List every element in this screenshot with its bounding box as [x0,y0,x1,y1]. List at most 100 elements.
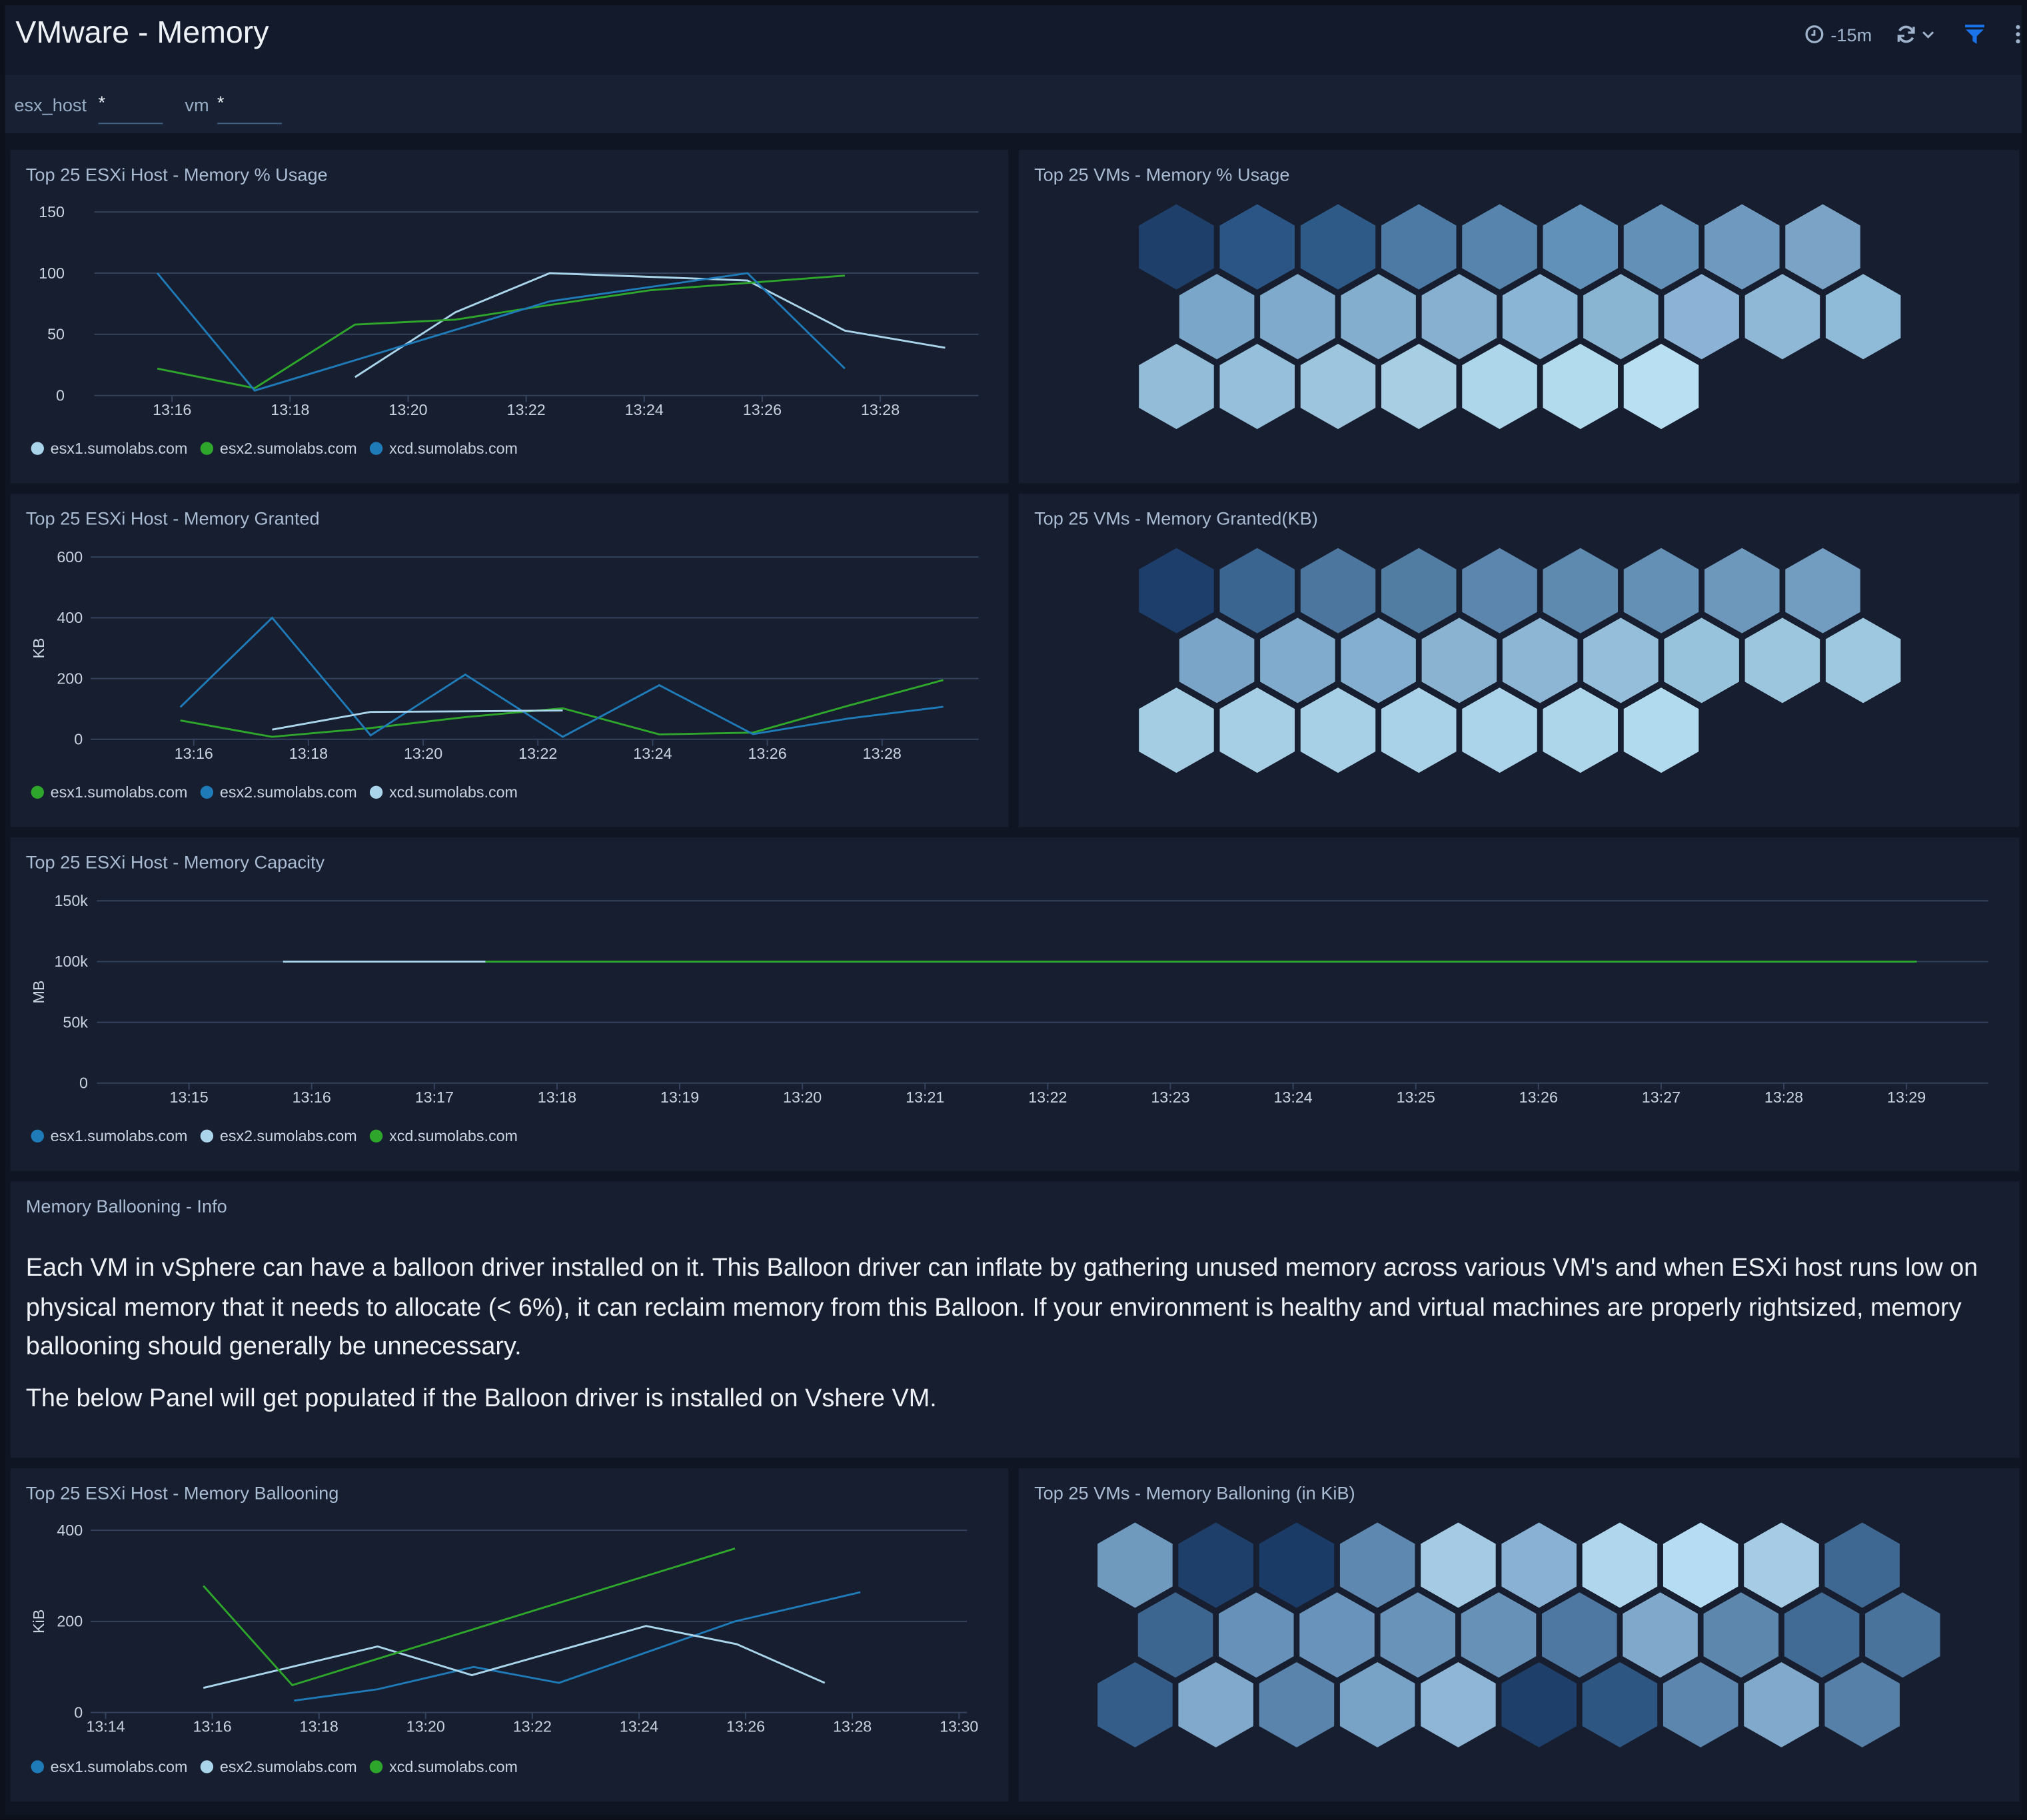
honeycomb-cell[interactable] [1744,274,1820,360]
series-line-esx2[interactable] [157,274,846,390]
honeycomb-cell[interactable] [1825,618,1901,703]
honeycomb-cell[interactable] [1664,618,1739,703]
legend-item[interactable]: esx1.sumolabs.com [31,1758,187,1776]
honeycomb-cell[interactable] [1300,687,1376,773]
honeycomb-cell[interactable] [1341,274,1416,360]
honeycomb-cell[interactable] [1785,204,1860,290]
honeycomb-cell[interactable] [1219,548,1295,634]
honeycomb-cell[interactable] [1824,1522,1900,1608]
legend-item[interactable]: esx2.sumolabs.com [200,783,357,801]
honeycomb-cell[interactable] [1784,1592,1860,1678]
honeycomb-cell[interactable] [1501,1522,1577,1608]
honeycomb-cell[interactable] [1623,687,1699,773]
honeycomb-cell[interactable] [1623,1592,1698,1678]
honeycomb-cell[interactable] [1179,274,1255,360]
honeycomb-cell[interactable] [1381,344,1457,430]
honeycomb-cell[interactable] [1260,618,1335,703]
honeycomb-cell[interactable] [1502,618,1578,703]
honeycomb-cell[interactable] [1178,1522,1253,1608]
legend-item[interactable]: xcd.sumolabs.com [370,440,518,458]
series-line-esx1[interactable] [180,679,944,738]
honeycomb-cell[interactable] [1543,687,1619,773]
filter-input-esx-host[interactable]: * [98,92,163,125]
honeycomb-cell[interactable] [1139,204,1214,290]
honeycomb-cell[interactable] [1501,1661,1577,1748]
honeycomb-cell[interactable] [1381,687,1457,773]
honeycomb-cell[interactable] [1583,618,1659,703]
honeycomb-cell[interactable] [1785,548,1860,634]
honeycomb-cell[interactable] [1543,344,1619,430]
time-range-picker[interactable]: -15m [1805,24,1872,45]
honeycomb-cell[interactable] [1381,548,1457,634]
honeycomb-cell[interactable] [1663,1522,1738,1608]
honeycomb-cell[interactable] [1339,1522,1415,1608]
series-line-esx2[interactable] [203,1625,826,1689]
honeycomb-cell[interactable] [1259,1522,1335,1608]
honeycomb-cell[interactable] [1421,1522,1496,1608]
honeycomb-cell[interactable] [1583,274,1659,360]
honeycomb-cell[interactable] [1097,1661,1173,1748]
honeycomb-cell[interactable] [1219,204,1295,290]
honeycomb-cell[interactable] [1259,1661,1335,1748]
honeycomb-cell[interactable] [1543,548,1619,634]
honeycomb-cell[interactable] [1543,204,1619,290]
honeycomb-cell[interactable] [1219,687,1295,773]
honeycomb-cell[interactable] [1260,274,1335,360]
legend-item[interactable]: esx2.sumolabs.com [200,440,357,458]
honeycomb-cell[interactable] [1825,274,1901,360]
honeycomb-cell[interactable] [1300,344,1376,430]
honeycomb-cell[interactable] [1502,274,1578,360]
honeycomb-cell[interactable] [1462,344,1537,430]
honeycomb-cell[interactable] [1663,1661,1738,1748]
honeycomb-cell[interactable] [1462,687,1537,773]
legend-item[interactable]: esx1.sumolabs.com [31,1127,187,1145]
series-line-esx1[interactable] [294,1591,861,1702]
honeycomb-cell[interactable] [1744,1522,1819,1608]
filter-icon[interactable] [1964,23,1986,45]
honeycomb-cell[interactable] [1137,1592,1213,1678]
honeycomb-cell[interactable] [1704,204,1780,290]
honeycomb-cell[interactable] [1179,618,1255,703]
honeycomb-cell[interactable] [1300,548,1376,634]
series-line-xcd[interactable] [156,272,846,392]
honeycomb-cell[interactable] [1421,618,1497,703]
honeycomb-cell[interactable] [1219,1592,1294,1678]
honeycomb-cell[interactable] [1664,274,1739,360]
honeycomb-cell[interactable] [1461,1592,1537,1678]
honeycomb-cell[interactable] [1178,1661,1253,1748]
honeycomb-cell[interactable] [1462,548,1537,634]
honeycomb-cell[interactable] [1623,344,1699,430]
honeycomb-cell[interactable] [1824,1661,1900,1748]
legend-item[interactable]: xcd.sumolabs.com [370,1758,518,1776]
honeycomb-cell[interactable] [1421,1661,1496,1748]
honeycomb-cell[interactable] [1339,1661,1415,1748]
honeycomb-cell[interactable] [1542,1592,1617,1678]
legend-item[interactable]: xcd.sumolabs.com [370,1127,518,1145]
legend-item[interactable]: esx1.sumolabs.com [31,440,187,458]
honeycomb-cell[interactable] [1623,204,1699,290]
honeycomb-cell[interactable] [1380,1592,1456,1678]
refresh-button[interactable] [1895,23,1935,45]
honeycomb-cell[interactable] [1139,687,1214,773]
honeycomb-cell[interactable] [1744,618,1820,703]
honeycomb-cell[interactable] [1703,1592,1779,1678]
honeycomb-cell[interactable] [1421,274,1497,360]
honeycomb-cell[interactable] [1865,1592,1940,1678]
honeycomb-cell[interactable] [1462,204,1537,290]
series-line-xcd[interactable] [203,1548,736,1687]
honeycomb-cell[interactable] [1704,548,1780,634]
series-line-xcd[interactable] [272,709,563,731]
honeycomb-cell[interactable] [1139,344,1214,430]
honeycomb-cell[interactable] [1341,618,1416,703]
honeycomb-cell[interactable] [1097,1522,1173,1608]
honeycomb-cell[interactable] [1582,1661,1658,1748]
series-line-esx1[interactable] [354,272,946,378]
filter-input-vm[interactable]: * [217,92,282,125]
honeycomb-cell[interactable] [1623,548,1699,634]
series-line-esx2[interactable] [179,616,944,738]
honeycomb-cell[interactable] [1139,548,1214,634]
legend-item[interactable]: xcd.sumolabs.com [370,783,518,801]
legend-item[interactable]: esx2.sumolabs.com [200,1758,357,1776]
honeycomb-cell[interactable] [1299,1592,1375,1678]
honeycomb-cell[interactable] [1582,1522,1658,1608]
